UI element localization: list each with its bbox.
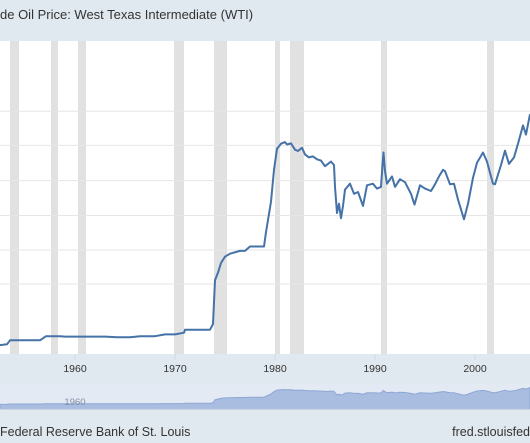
navigator[interactable]: 1960 [0,384,530,410]
series-line [0,114,530,347]
x-tick-label-1970: 1970 [163,363,187,375]
chart-title: de Oil Price: West Texas Intermediate (W… [0,7,254,22]
x-axis: 1960 1970 1980 1990 2000 [63,354,487,375]
plot-background [0,41,530,354]
recession-band-5 [214,41,227,354]
recession-band-6 [275,41,280,354]
recession-band-9 [487,41,494,354]
recession-bands [10,41,494,354]
recession-band-8 [381,41,387,354]
recession-band-4 [174,41,184,354]
x-tick-label-1960: 1960 [63,363,87,375]
grid-lines [0,110,530,285]
recession-band-3 [78,41,86,354]
navigator-label-1960: 1960 [64,397,85,408]
source-link[interactable]: fred.stlouisfed [452,425,530,439]
navigator-series [0,387,530,410]
recession-band-2 [51,41,58,354]
source-credit: Federal Reserve Bank of St. Louis [0,425,191,439]
recession-band-1 [10,41,19,354]
recession-band-7 [290,41,304,354]
x-tick-label-1980: 1980 [263,363,287,375]
x-tick-label-1990: 1990 [363,363,387,375]
x-tick-label-2000: 2000 [463,363,487,375]
navigator-labels: 1960 [64,397,85,408]
